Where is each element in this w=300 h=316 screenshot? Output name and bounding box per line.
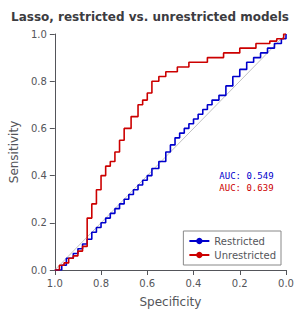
- svg-text:Restricted: Restricted: [214, 236, 265, 247]
- svg-text:0.2: 0.2: [31, 217, 47, 228]
- svg-text:0.8: 0.8: [93, 278, 109, 289]
- svg-text:1.0: 1.0: [31, 29, 47, 40]
- svg-text:Specificity: Specificity: [139, 295, 201, 309]
- svg-text:0.4: 0.4: [31, 170, 47, 181]
- svg-text:AUC: 0.549: AUC: 0.549: [219, 171, 273, 181]
- svg-text:Unrestricted: Unrestricted: [214, 250, 276, 261]
- svg-text:0.0: 0.0: [31, 265, 47, 276]
- svg-text:Lasso, restricted vs. unrestri: Lasso, restricted vs. unrestricted model…: [11, 10, 289, 24]
- svg-text:Sensitivity: Sensitivity: [7, 121, 21, 183]
- svg-text:0.4: 0.4: [186, 278, 202, 289]
- svg-text:1.0: 1.0: [47, 278, 63, 289]
- svg-text:0.6: 0.6: [139, 278, 155, 289]
- svg-text:AUC: 0.639: AUC: 0.639: [219, 183, 273, 193]
- svg-text:0.6: 0.6: [31, 123, 47, 134]
- svg-text:0.0: 0.0: [278, 278, 294, 289]
- svg-text:0.2: 0.2: [232, 278, 248, 289]
- svg-text:0.8: 0.8: [31, 76, 47, 87]
